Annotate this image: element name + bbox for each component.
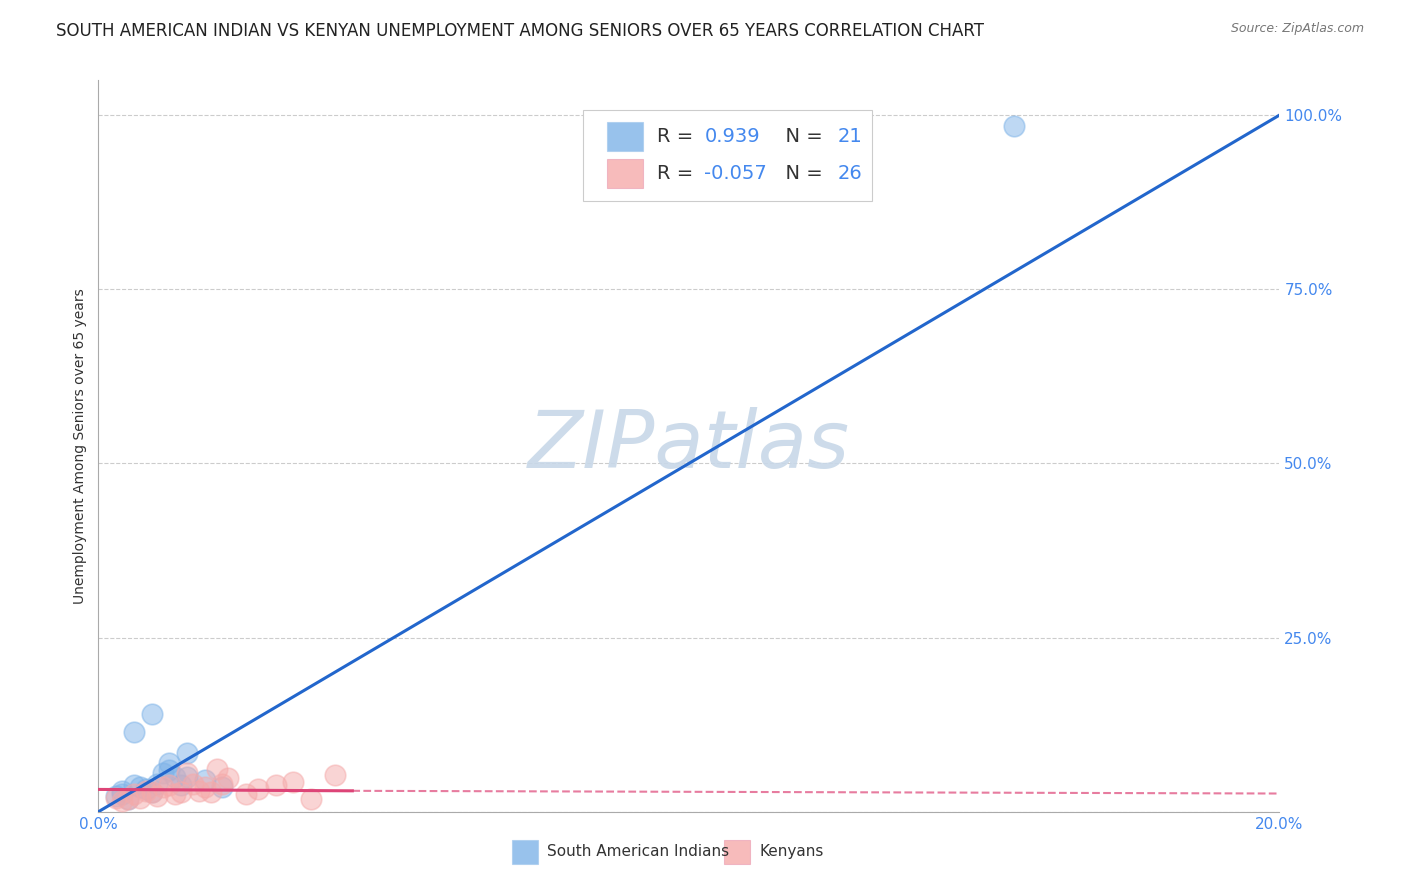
Point [1002, 119, 1025, 133]
Text: R =: R = [657, 127, 700, 146]
Point [176, 766, 198, 780]
Point [187, 784, 209, 798]
Text: R =: R = [657, 163, 700, 183]
Point [141, 785, 163, 799]
Point [299, 792, 322, 806]
Text: ZIPatlas: ZIPatlas [527, 407, 851, 485]
Point [146, 777, 169, 791]
Point [205, 762, 228, 776]
Text: N =: N = [773, 127, 828, 146]
Point [181, 777, 204, 791]
Point [141, 707, 163, 722]
Point [157, 778, 180, 792]
Text: 21: 21 [838, 127, 862, 146]
Text: 26: 26 [838, 163, 862, 183]
Point [323, 768, 346, 782]
Point [122, 787, 145, 801]
Text: Source: ZipAtlas.com: Source: ZipAtlas.com [1230, 22, 1364, 36]
Point [264, 778, 287, 792]
Point [117, 792, 139, 806]
Point [152, 766, 174, 780]
Point [135, 784, 157, 798]
Y-axis label: Unemployment Among Seniors over 65 years: Unemployment Among Seniors over 65 years [73, 288, 87, 604]
Point [128, 780, 150, 795]
Point [194, 773, 217, 788]
Bar [607, 122, 643, 152]
Point [117, 792, 139, 806]
Text: -0.057: -0.057 [704, 163, 768, 183]
Point [152, 780, 174, 795]
Point [246, 782, 269, 797]
Point [165, 787, 187, 801]
Point [165, 770, 187, 784]
Point [122, 778, 145, 792]
Point [146, 789, 169, 804]
Point [194, 780, 217, 795]
Text: SOUTH AMERICAN INDIAN VS KENYAN UNEMPLOYMENT AMONG SENIORS OVER 65 YEARS CORRELA: SOUTH AMERICAN INDIAN VS KENYAN UNEMPLOY… [56, 22, 984, 40]
Point [122, 724, 145, 739]
Point [211, 777, 233, 791]
Point [111, 794, 134, 808]
Bar [724, 840, 751, 863]
Point [235, 787, 257, 801]
Point [111, 784, 134, 798]
Point [105, 790, 128, 805]
Text: 0.939: 0.939 [704, 127, 759, 146]
Point [170, 778, 193, 792]
Text: Kenyans: Kenyans [759, 845, 824, 860]
Point [176, 770, 198, 784]
FancyBboxPatch shape [582, 110, 872, 201]
Text: South American Indians: South American Indians [547, 845, 730, 860]
Point [283, 775, 305, 789]
Point [176, 746, 198, 760]
Bar [512, 840, 537, 863]
Point [200, 785, 222, 799]
Point [141, 785, 163, 799]
Point [170, 785, 193, 799]
Point [135, 782, 157, 797]
Bar [607, 159, 643, 188]
Point [105, 789, 128, 804]
Point [157, 756, 180, 770]
Point [217, 772, 239, 786]
Text: N =: N = [773, 163, 828, 183]
Point [211, 780, 233, 795]
Point [128, 790, 150, 805]
Point [157, 763, 180, 777]
Point [111, 787, 134, 801]
